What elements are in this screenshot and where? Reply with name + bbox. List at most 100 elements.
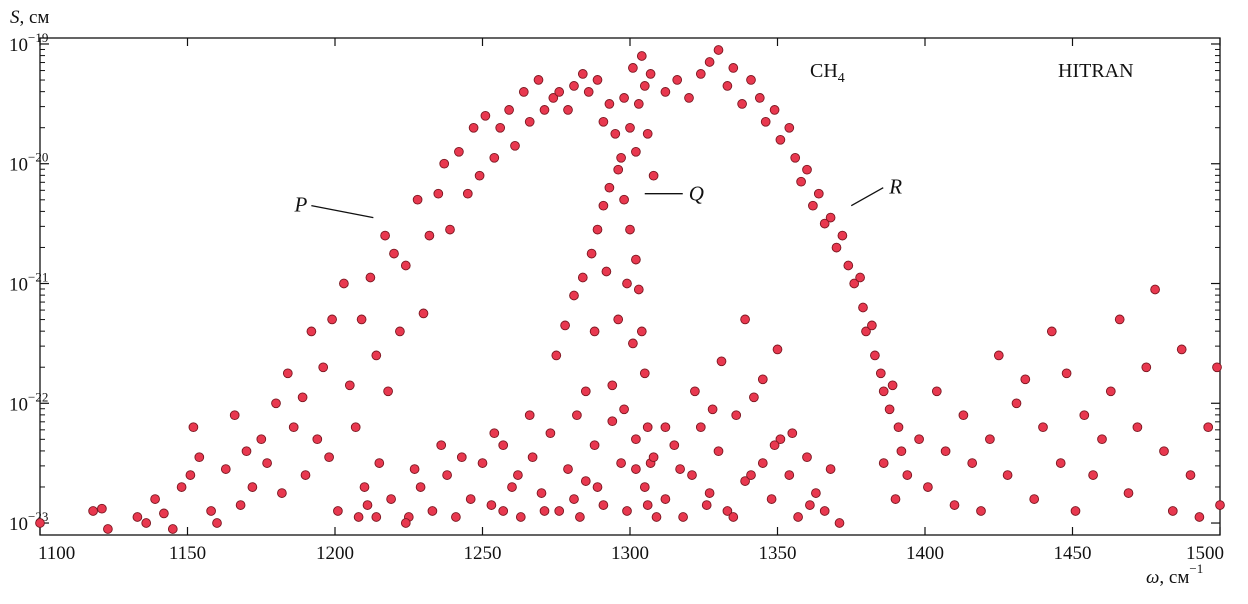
data-point xyxy=(527,452,538,463)
data-point xyxy=(418,308,429,319)
data-point xyxy=(808,200,818,211)
data-point xyxy=(976,506,986,516)
data-point xyxy=(563,464,573,474)
data-point xyxy=(825,464,836,474)
data-point xyxy=(474,170,485,181)
data-point xyxy=(598,116,609,127)
data-point xyxy=(1185,470,1196,480)
data-point xyxy=(613,164,624,175)
data-point xyxy=(436,440,447,451)
data-point xyxy=(902,470,913,480)
data-point xyxy=(288,422,299,433)
x-axis-unit-exp: −1 xyxy=(1189,561,1203,576)
data-point xyxy=(616,458,626,468)
data-point xyxy=(1123,488,1134,498)
data-point xyxy=(577,69,588,79)
data-point xyxy=(575,512,585,522)
data-point xyxy=(344,380,355,391)
data-point xyxy=(451,512,461,522)
data-point xyxy=(1203,422,1214,433)
data-point xyxy=(613,314,624,325)
data-point xyxy=(580,476,591,486)
data-point xyxy=(660,87,671,97)
data-point xyxy=(454,146,464,157)
data-point xyxy=(796,176,806,187)
data-point xyxy=(704,488,715,498)
data-point xyxy=(837,230,848,241)
x-axis: 1100 1150 1200 1250 1300 1350 1400 1450 1500 xyxy=(38,38,1224,564)
y-tick-label: 10−22 xyxy=(9,389,48,415)
data-point xyxy=(477,458,488,468)
data-point xyxy=(616,152,626,163)
x-axis-unit: , см xyxy=(1159,567,1189,588)
data-point xyxy=(389,248,399,259)
data-point xyxy=(784,122,795,133)
data-point xyxy=(489,152,500,163)
data-point xyxy=(642,422,653,433)
data-point xyxy=(468,122,479,133)
x-tick-label: 1400 xyxy=(906,543,944,564)
data-point xyxy=(554,506,565,516)
data-point xyxy=(855,272,865,283)
data-point xyxy=(297,392,308,403)
data-point xyxy=(359,482,370,492)
x-tick-label: 1150 xyxy=(169,543,206,564)
data-point xyxy=(569,81,579,91)
data-point xyxy=(383,386,393,397)
data-point xyxy=(353,512,364,522)
data-point xyxy=(592,482,603,492)
data-point xyxy=(592,224,603,235)
data-point xyxy=(324,452,334,463)
data-point xyxy=(247,482,258,492)
data-point xyxy=(843,260,854,271)
data-point xyxy=(660,422,671,433)
data-point xyxy=(415,482,426,492)
data-point xyxy=(356,314,367,325)
y-axis-title: S, см xyxy=(10,7,49,28)
data-point xyxy=(194,452,205,463)
data-point xyxy=(802,452,812,463)
data-point xyxy=(642,128,653,139)
y-tick-label: 10−19 xyxy=(9,30,48,56)
data-point xyxy=(633,99,644,109)
data-point xyxy=(754,93,765,103)
data-point xyxy=(1020,374,1031,385)
data-point xyxy=(642,500,653,510)
data-point xyxy=(701,500,712,510)
data-point xyxy=(88,506,98,516)
x-tick-label: 1350 xyxy=(759,543,797,564)
data-point xyxy=(639,81,650,91)
data-point xyxy=(805,500,815,510)
data-point xyxy=(1215,500,1225,510)
data-point xyxy=(495,122,506,133)
data-point xyxy=(318,362,329,373)
data-point xyxy=(504,105,514,115)
data-point xyxy=(802,164,812,175)
data-point xyxy=(409,464,420,474)
data-point xyxy=(300,470,311,480)
data-point xyxy=(884,404,895,415)
data-point xyxy=(648,170,659,181)
data-point xyxy=(887,380,898,391)
data-point xyxy=(1176,344,1187,355)
x-tick-label: 1200 xyxy=(316,543,354,564)
data-point xyxy=(858,302,868,313)
x-tick-label: 1450 xyxy=(1054,543,1092,564)
data-point xyxy=(545,428,556,439)
branch-label-r: R xyxy=(888,175,902,199)
data-point xyxy=(592,75,603,85)
data-point xyxy=(433,188,444,199)
data-point xyxy=(631,464,641,474)
data-point xyxy=(241,446,252,457)
x-axis-title: ω, см−1 xyxy=(1146,561,1203,588)
branch-leader-r xyxy=(850,187,884,207)
data-point xyxy=(722,81,733,91)
data-point xyxy=(604,182,615,193)
data-point xyxy=(518,87,529,97)
data-point xyxy=(480,110,491,121)
data-point xyxy=(312,434,323,445)
data-point xyxy=(395,326,405,337)
data-point xyxy=(645,69,656,79)
data-point xyxy=(746,470,756,480)
